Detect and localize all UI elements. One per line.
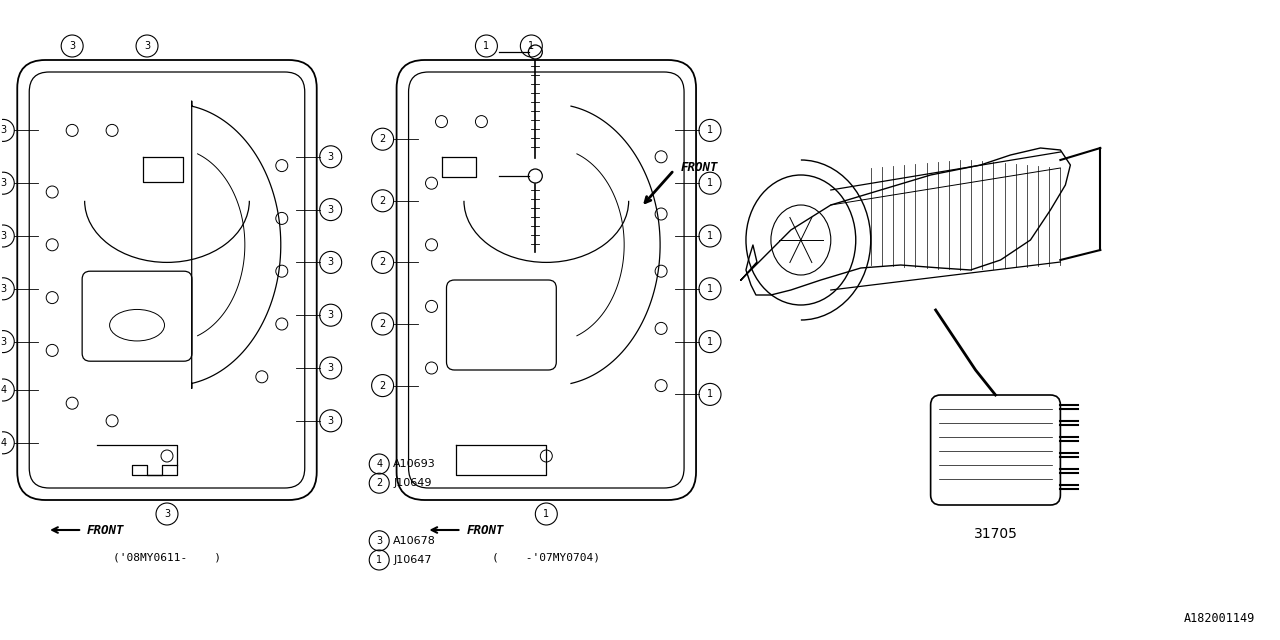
Text: 2: 2 [379,257,385,268]
Text: A182001149: A182001149 [1184,612,1256,625]
Text: 3: 3 [69,41,76,51]
Text: 1: 1 [484,41,489,51]
Text: 1: 1 [707,389,713,399]
Text: 3: 3 [328,257,334,268]
Text: 3: 3 [328,152,334,162]
Text: 3: 3 [328,416,334,426]
Text: 3: 3 [143,41,150,51]
Text: 3: 3 [376,536,383,546]
Text: 2: 2 [379,381,385,390]
Text: 1: 1 [376,555,383,565]
Text: A10693: A10693 [393,459,436,469]
Text: 3: 3 [164,509,170,519]
Text: 3: 3 [0,231,6,241]
Text: 2: 2 [376,478,383,488]
Text: 1: 1 [707,337,713,347]
Text: J10649: J10649 [393,478,431,488]
Text: FRONT: FRONT [466,524,504,536]
Text: 31705: 31705 [974,527,1018,541]
Text: 1: 1 [529,41,535,51]
Text: 2: 2 [379,319,385,329]
Text: 4: 4 [0,385,6,395]
Text: 1: 1 [707,284,713,294]
Text: 1: 1 [707,231,713,241]
Text: 1: 1 [707,178,713,188]
Text: 3: 3 [0,337,6,347]
Text: (    -'07MY0704): ( -'07MY0704) [493,552,600,562]
Text: 3: 3 [0,284,6,294]
Text: 3: 3 [328,310,334,320]
Text: 3: 3 [328,363,334,373]
Text: 3: 3 [0,178,6,188]
Text: 1: 1 [707,125,713,136]
Text: 1: 1 [543,509,549,519]
Text: FRONT: FRONT [87,524,124,536]
Text: 2: 2 [379,196,385,206]
Text: 4: 4 [0,438,6,448]
Text: A10678: A10678 [393,536,436,546]
Text: FRONT: FRONT [681,161,718,173]
Text: 3: 3 [0,125,6,136]
Text: J10647: J10647 [393,555,431,565]
Text: 2: 2 [379,134,385,144]
Text: 4: 4 [376,459,383,469]
Text: ('08MY0611-    ): ('08MY0611- ) [113,552,221,562]
Text: 3: 3 [328,205,334,214]
